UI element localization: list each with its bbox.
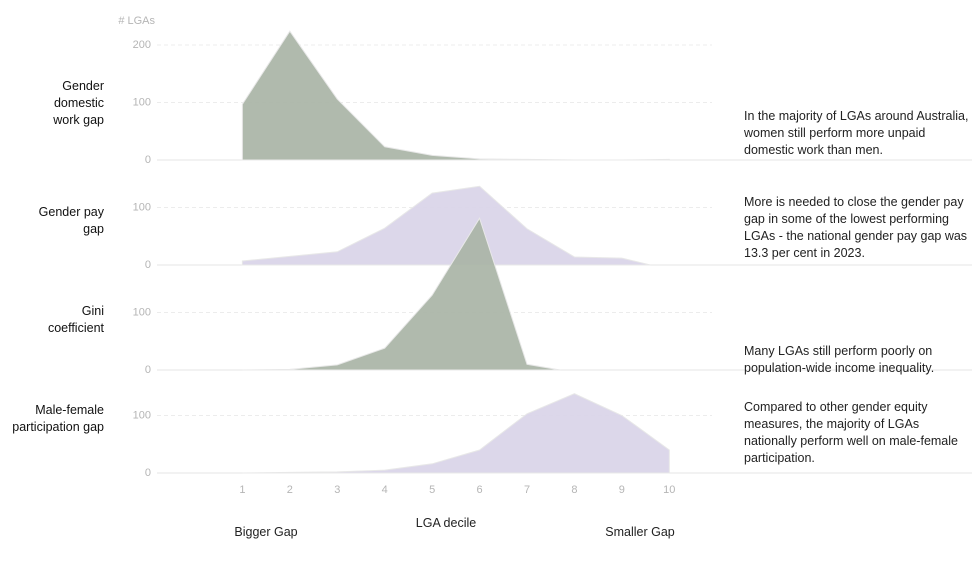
x-tick-label: 1 <box>239 484 245 496</box>
y-tick-label: 100 <box>133 306 151 318</box>
right-label: Smaller Gap <box>605 525 675 539</box>
row-label: Gender domestic work gap <box>53 79 104 127</box>
row-label: Gini coefficient <box>47 304 104 335</box>
x-tick-label: 2 <box>287 484 293 496</box>
y-tick-label: 100 <box>133 409 151 421</box>
x-tick-label: 6 <box>477 484 483 496</box>
annotation: Many LGAs still perform poorly on popula… <box>744 344 935 375</box>
left-label: Bigger Gap <box>234 525 298 539</box>
x-tick-label: 4 <box>382 484 388 496</box>
y-tick-label: 0 <box>145 467 151 479</box>
annotation: More is needed to close the gender pay g… <box>744 195 968 260</box>
x-tick-label: 5 <box>429 484 435 496</box>
row-label: Gender pay gap <box>38 205 104 236</box>
y-tick-label: 200 <box>133 39 151 51</box>
area <box>241 30 670 161</box>
x-tick-label: 10 <box>663 484 675 496</box>
area <box>241 185 651 266</box>
x-tick-label: 3 <box>334 484 340 496</box>
x-axis-label: LGA decile <box>415 516 477 530</box>
area <box>242 393 670 474</box>
y-tick-label: 100 <box>133 201 151 213</box>
x-tick-label: 7 <box>524 484 530 496</box>
y-axis-label: # LGAs <box>118 15 155 27</box>
row-label: Male-female participation gap <box>12 403 104 434</box>
y-tick-label: 0 <box>145 364 151 376</box>
x-tick-label: 8 <box>571 484 577 496</box>
area <box>242 217 561 371</box>
x-tick-label: 9 <box>619 484 625 496</box>
annotation: Compared to other gender equity measures… <box>744 400 958 465</box>
y-tick-label: 0 <box>145 259 151 271</box>
annotation: In the majority of LGAs around Australia… <box>744 109 969 157</box>
y-tick-label: 0 <box>145 154 151 166</box>
y-tick-label: 100 <box>133 96 151 108</box>
